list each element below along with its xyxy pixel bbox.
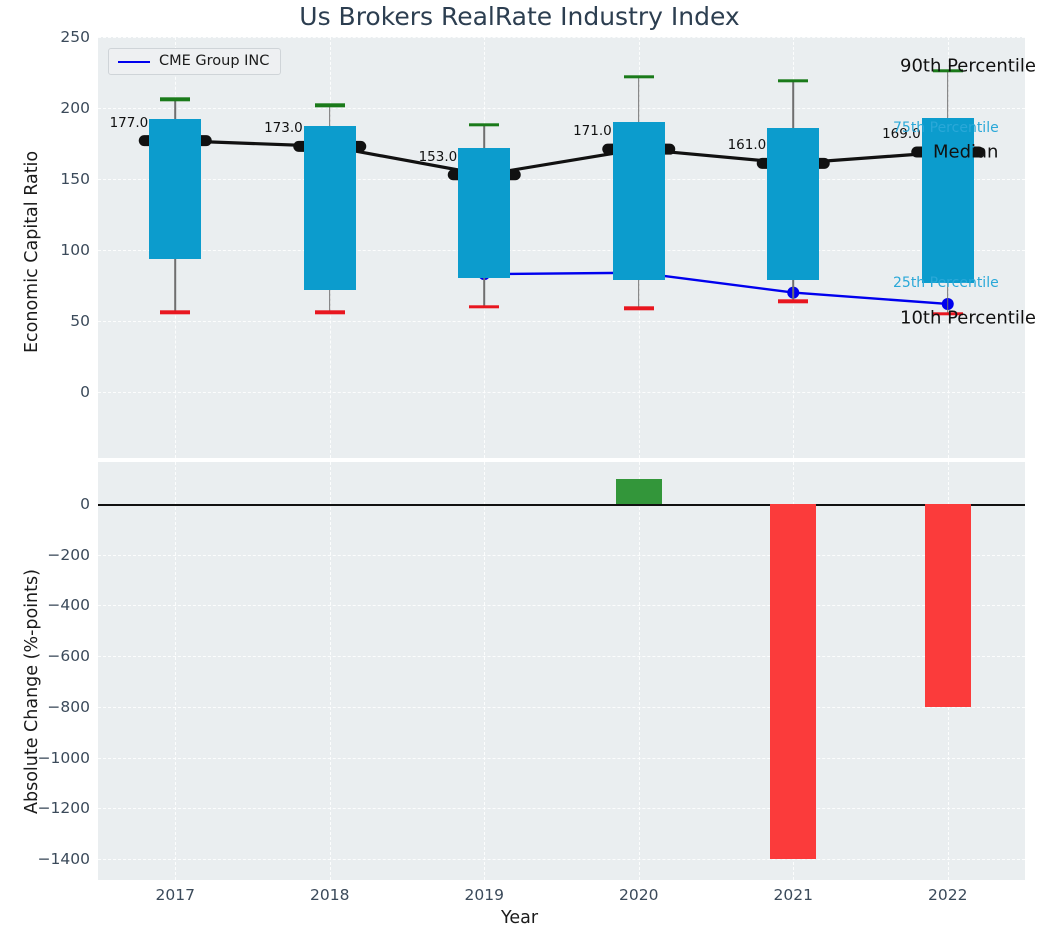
gridline-vertical xyxy=(175,462,176,880)
gridline-horizontal xyxy=(98,250,1025,251)
p90-cap xyxy=(315,103,345,106)
gridline-horizontal xyxy=(98,37,1025,38)
p90-annotation: 90th Percentile xyxy=(900,56,1036,77)
gridline-vertical xyxy=(639,462,640,880)
x-axis-title: Year xyxy=(0,908,1039,928)
percentile-box xyxy=(613,122,665,280)
legend[interactable]: CME Group INC xyxy=(108,48,281,75)
gridline-horizontal xyxy=(98,656,1025,657)
gridline-horizontal xyxy=(98,758,1025,759)
percentile-box xyxy=(304,126,356,289)
median-value-label: 153.0 xyxy=(419,149,458,165)
y-axis-title-bottom: Absolute Change (%-points) xyxy=(22,569,42,814)
change-bar-decrease xyxy=(770,504,816,859)
gridline-horizontal xyxy=(98,707,1025,708)
p75-annotation: 75th Percentile xyxy=(893,120,999,136)
x-axis-tick-label: 2018 xyxy=(310,886,349,904)
p10-cap xyxy=(624,307,654,310)
gridline-vertical xyxy=(484,462,485,880)
p10-cap xyxy=(469,305,499,308)
x-axis-tick-label: 2020 xyxy=(619,886,658,904)
p10-cap xyxy=(778,299,808,302)
gridline-horizontal xyxy=(98,179,1025,180)
chart-root: Us Brokers RealRate Industry Index CME G… xyxy=(0,0,1039,942)
y-axis-tick-label: −200 xyxy=(30,546,90,564)
gridline-horizontal xyxy=(98,808,1025,809)
chart-title: Us Brokers RealRate Industry Index xyxy=(0,2,1039,31)
p90-cap xyxy=(778,79,808,82)
p90-cap xyxy=(469,123,499,126)
x-axis-tick-label: 2022 xyxy=(928,886,967,904)
p10-cap xyxy=(160,311,190,314)
x-axis-tick-label: 2019 xyxy=(465,886,504,904)
change-bar-decrease xyxy=(925,504,971,707)
median-value-label: 161.0 xyxy=(728,137,767,153)
percentile-box xyxy=(149,119,201,258)
panel-economic-capital-ratio xyxy=(98,37,1025,458)
gridline-horizontal xyxy=(98,555,1025,556)
gridline-horizontal xyxy=(98,605,1025,606)
legend-line-swatch xyxy=(118,61,150,63)
median-value-label: 171.0 xyxy=(573,123,612,139)
median-annotation: Median xyxy=(933,142,998,163)
p10-annotation: 10th Percentile xyxy=(900,308,1036,329)
y-axis-tick-label: −1400 xyxy=(30,850,90,868)
gridline-horizontal xyxy=(98,859,1025,860)
gridline-vertical xyxy=(330,462,331,880)
p25-annotation: 25th Percentile xyxy=(893,275,999,291)
median-value-label: 173.0 xyxy=(264,120,303,136)
median-value-label: 177.0 xyxy=(110,115,149,131)
p90-cap xyxy=(160,98,190,101)
gridline-horizontal xyxy=(98,321,1025,322)
legend-label-cme-group-inc: CME Group INC xyxy=(159,54,269,69)
panel-absolute-change xyxy=(98,462,1025,880)
y-axis-title-top: Economic Capital Ratio xyxy=(22,150,42,352)
gridline-horizontal xyxy=(98,392,1025,393)
percentile-box xyxy=(458,148,510,279)
gridline-horizontal xyxy=(98,108,1025,109)
p90-cap xyxy=(624,75,654,78)
zero-line xyxy=(98,504,1025,506)
change-bar-increase xyxy=(616,479,662,504)
x-axis-tick-label: 2017 xyxy=(156,886,195,904)
y-axis-tick-label: 0 xyxy=(30,495,90,513)
x-axis-tick-label: 2021 xyxy=(774,886,813,904)
percentile-box xyxy=(767,128,819,280)
p10-cap xyxy=(315,311,345,314)
